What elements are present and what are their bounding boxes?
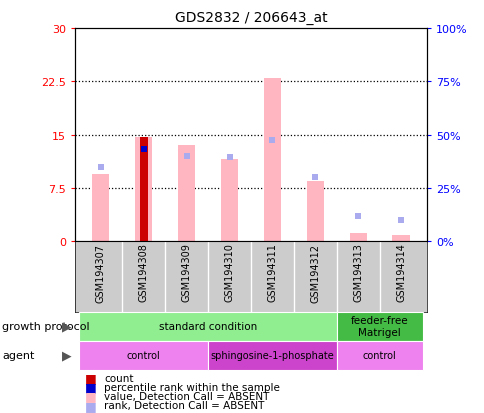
Text: rank, Detection Call = ABSENT: rank, Detection Call = ABSENT xyxy=(104,400,264,410)
Text: feeder-free
Matrigel: feeder-free Matrigel xyxy=(350,316,408,337)
Text: ■: ■ xyxy=(85,389,96,403)
Bar xyxy=(336,341,422,370)
Bar xyxy=(336,312,422,341)
Bar xyxy=(392,235,409,242)
Bar xyxy=(263,78,280,242)
Text: GSM194313: GSM194313 xyxy=(352,243,363,302)
Text: GSM194314: GSM194314 xyxy=(395,243,405,302)
Bar xyxy=(79,312,336,341)
Text: growth protocol: growth protocol xyxy=(2,321,90,331)
Text: count: count xyxy=(104,373,134,383)
Text: control: control xyxy=(362,350,396,360)
Text: ■: ■ xyxy=(85,380,96,394)
Text: agent: agent xyxy=(2,350,35,360)
Text: ■: ■ xyxy=(85,371,96,385)
Text: ▶: ▶ xyxy=(62,349,72,362)
Bar xyxy=(92,174,109,242)
Bar xyxy=(221,160,238,242)
Text: ▶: ▶ xyxy=(62,320,72,333)
Text: GSM194307: GSM194307 xyxy=(96,243,106,302)
Text: sphingosine-1-phosphate: sphingosine-1-phosphate xyxy=(210,350,333,360)
Bar xyxy=(208,341,336,370)
Bar xyxy=(349,233,366,242)
Title: GDS2832 / 206643_at: GDS2832 / 206643_at xyxy=(174,11,327,25)
Text: GSM194308: GSM194308 xyxy=(138,243,149,302)
Bar xyxy=(79,341,208,370)
Text: GSM194309: GSM194309 xyxy=(182,243,191,302)
Bar xyxy=(306,181,323,242)
Bar xyxy=(135,138,152,242)
Text: ■: ■ xyxy=(85,399,96,412)
Bar xyxy=(140,138,147,242)
Text: percentile rank within the sample: percentile rank within the sample xyxy=(104,382,280,392)
Text: GSM194312: GSM194312 xyxy=(310,243,319,302)
Text: value, Detection Call = ABSENT: value, Detection Call = ABSENT xyxy=(104,391,269,401)
Bar xyxy=(178,146,195,242)
Text: GSM194311: GSM194311 xyxy=(267,243,277,302)
Text: GSM194310: GSM194310 xyxy=(224,243,234,302)
Text: standard condition: standard condition xyxy=(159,321,257,331)
Text: control: control xyxy=(127,350,160,360)
